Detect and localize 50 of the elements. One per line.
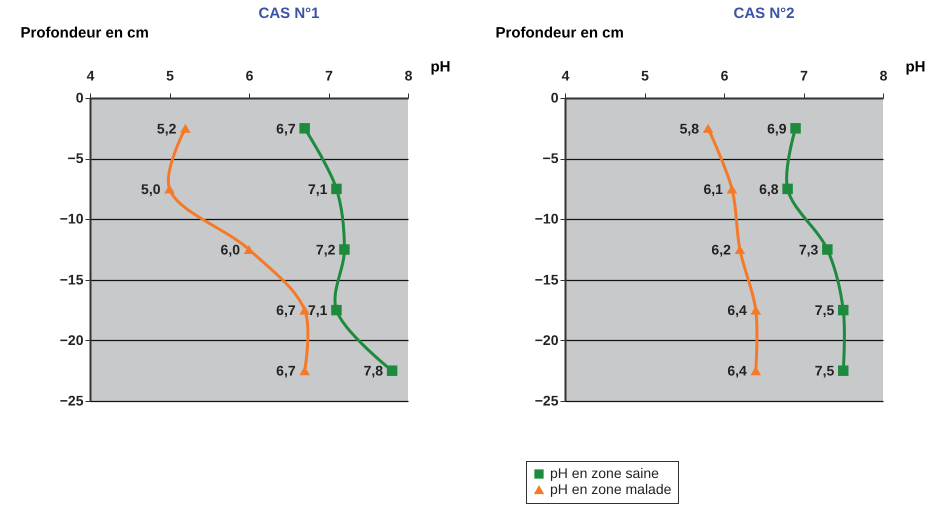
legend-label: pH en zone saine bbox=[550, 465, 660, 481]
x-tick-label: 7 bbox=[800, 68, 808, 84]
y-tick-label: −15 bbox=[534, 271, 559, 288]
data-label: 6,7 bbox=[276, 362, 296, 379]
data-label: 6,8 bbox=[759, 180, 779, 197]
data-label: 6,7 bbox=[276, 302, 296, 318]
chart-title: CAS N°1 bbox=[258, 5, 320, 22]
y-tick-label: −10 bbox=[60, 210, 84, 227]
data-label: 7,5 bbox=[814, 362, 834, 379]
chart-title: CAS N°2 bbox=[733, 5, 795, 22]
data-label: 5,2 bbox=[156, 120, 177, 136]
y-tick-label: −20 bbox=[534, 332, 559, 348]
x-tick-label: 5 bbox=[641, 68, 650, 84]
x-tick-label: 4 bbox=[562, 68, 570, 84]
data-label: 7,5 bbox=[814, 302, 834, 318]
data-label: 7,2 bbox=[316, 242, 336, 258]
x-tick-label: 8 bbox=[880, 68, 888, 84]
y-axis-title: Profondeur en cm bbox=[20, 24, 149, 42]
x-tick-label: 6 bbox=[720, 68, 729, 84]
y-tick-label: −15 bbox=[60, 271, 84, 288]
data-label: 7,8 bbox=[364, 362, 384, 379]
x-axis-title: pH bbox=[430, 58, 450, 76]
data-label: 7,1 bbox=[308, 180, 328, 197]
data-label: 6,9 bbox=[767, 120, 787, 136]
y-tick-label: −20 bbox=[60, 332, 84, 348]
y-tick-label: −5 bbox=[542, 150, 559, 166]
y-tick-label: −25 bbox=[60, 392, 84, 408]
data-label: 5,0 bbox=[141, 180, 161, 197]
data-label: 5,8 bbox=[680, 120, 700, 136]
y-tick-label: 0 bbox=[76, 90, 84, 106]
legend-label: pH en zone malade bbox=[550, 481, 672, 497]
y-tick-label: −25 bbox=[534, 392, 559, 408]
data-label: 6,2 bbox=[711, 242, 732, 258]
y-tick-label: −5 bbox=[68, 150, 84, 166]
x-tick-label: 8 bbox=[404, 68, 413, 84]
data-label: 6,0 bbox=[220, 242, 240, 258]
y-axis-title: Profondeur en cm bbox=[496, 24, 624, 42]
x-tick-label: 6 bbox=[246, 68, 254, 84]
data-label: 7,1 bbox=[308, 302, 328, 318]
data-label: 7,3 bbox=[798, 242, 819, 258]
data-label: 6,1 bbox=[703, 180, 724, 197]
y-tick-label: −10 bbox=[534, 210, 559, 227]
data-label: 6,4 bbox=[727, 302, 748, 318]
x-tick-label: 4 bbox=[86, 68, 95, 84]
x-tick-label: 5 bbox=[166, 68, 174, 84]
data-label: 6,4 bbox=[727, 362, 748, 379]
y-tick-label: 0 bbox=[550, 90, 559, 106]
x-tick-label: 7 bbox=[325, 68, 334, 84]
x-axis-title: pH bbox=[906, 58, 926, 76]
data-label: 6,7 bbox=[276, 120, 296, 136]
